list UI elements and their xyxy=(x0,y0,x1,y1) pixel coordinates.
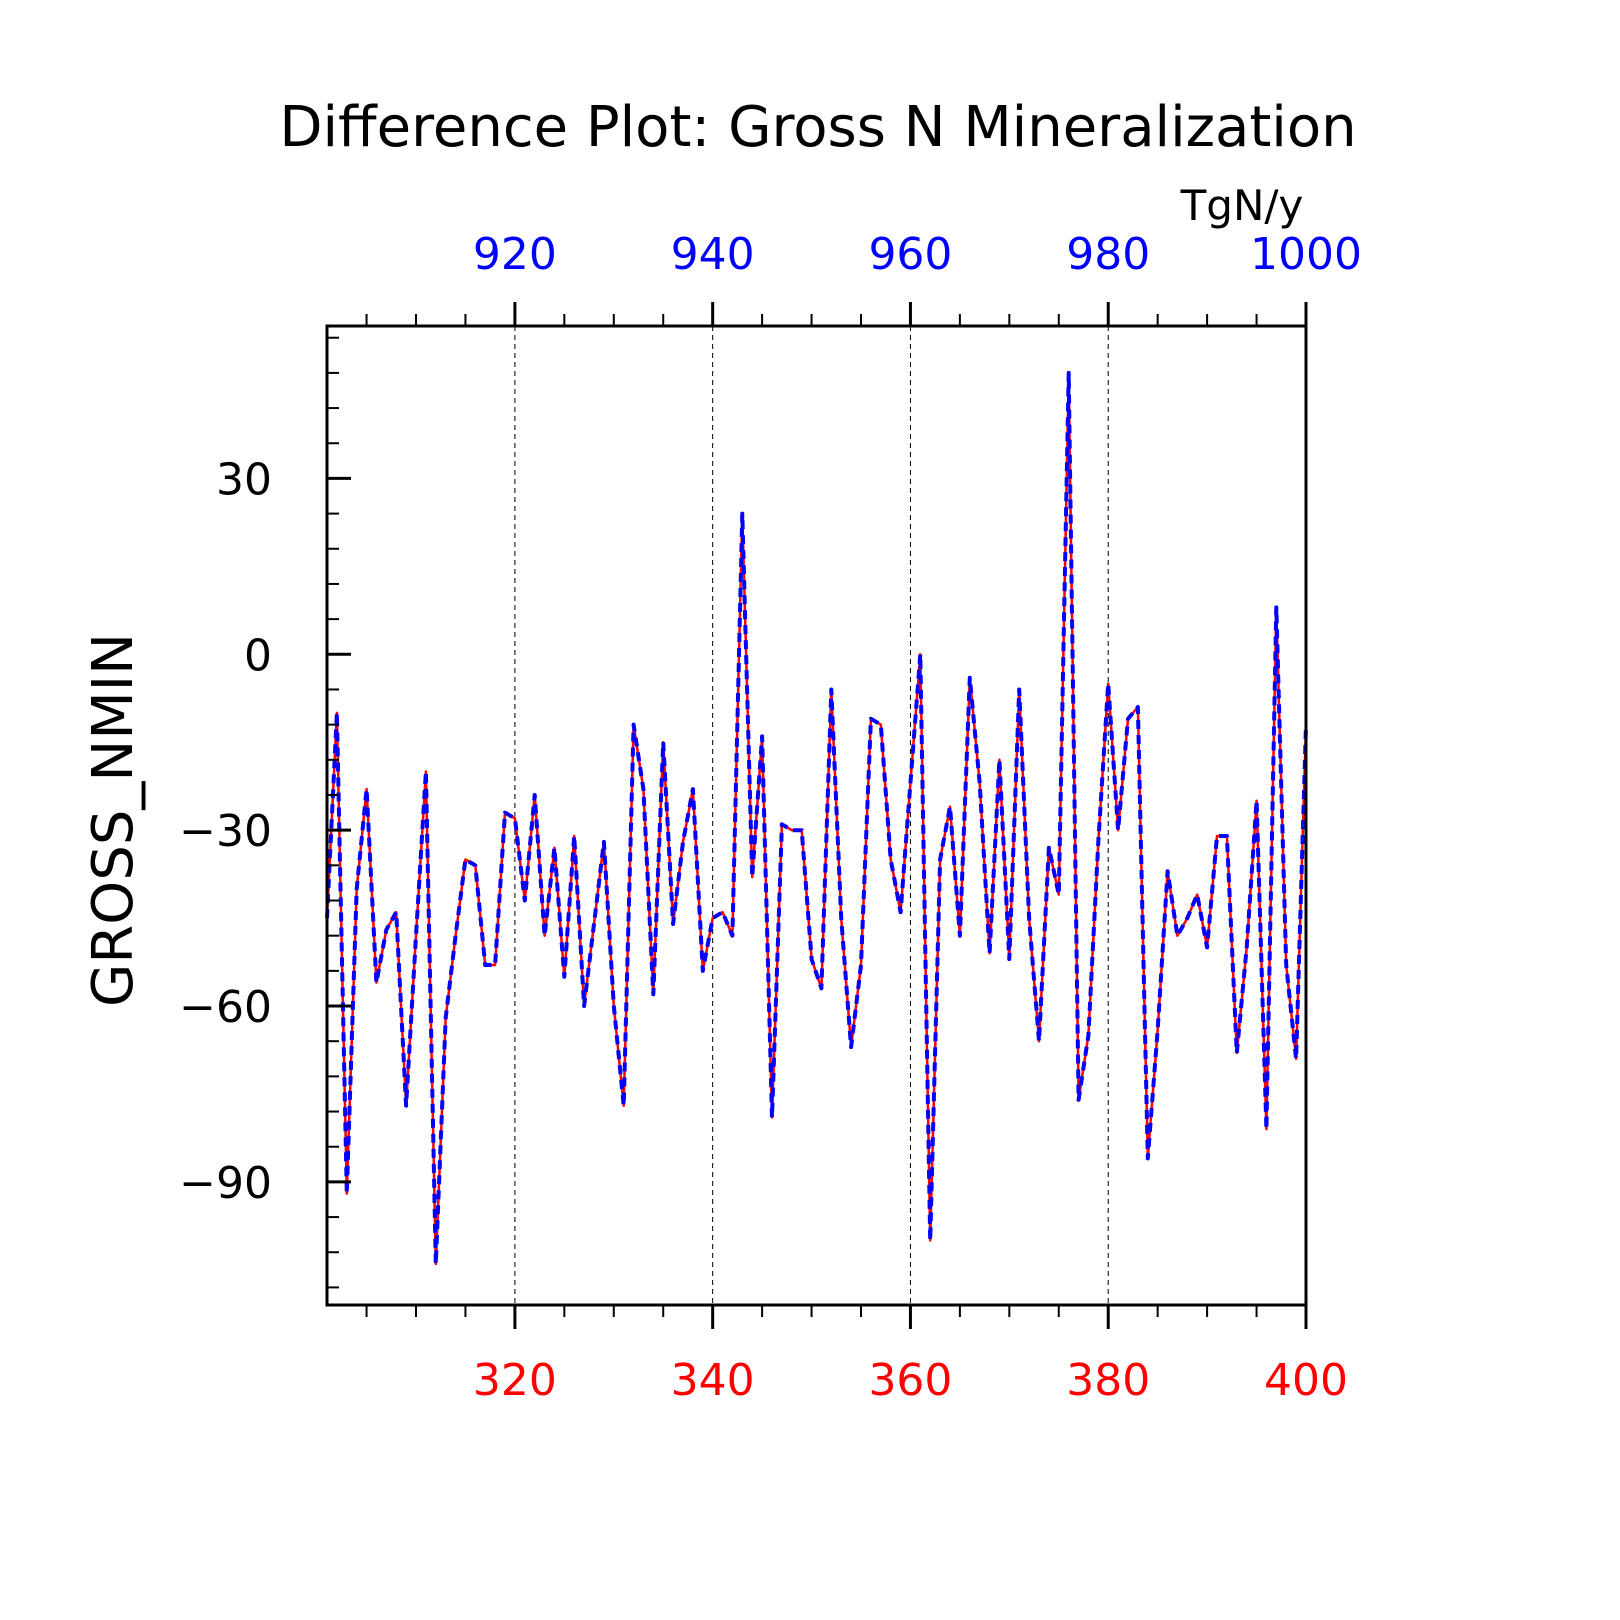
top-tick-label: 1000 xyxy=(1250,229,1362,280)
top-tick-label: 940 xyxy=(671,229,755,280)
plot-frame xyxy=(325,324,1308,1307)
series-line-blue xyxy=(325,370,1308,1266)
bottom-tick-label: 340 xyxy=(671,1355,755,1406)
units-label: TgN/y xyxy=(1180,181,1304,230)
y-axis-label: GROSS_NMIN xyxy=(81,633,146,1007)
y-tick-label: −30 xyxy=(179,806,272,857)
bottom-tick-label: 400 xyxy=(1264,1355,1348,1406)
bottom-tick-label: 380 xyxy=(1066,1355,1150,1406)
top-tick-label: 980 xyxy=(1066,229,1150,280)
series-line-red xyxy=(325,371,1308,1266)
tick-labels: 320 340 360 380 400 920 940 960 980 1000 −90 −60 −30… xyxy=(179,229,1362,1406)
tick-marks xyxy=(327,302,1308,1329)
y-tick-label: −60 xyxy=(179,982,272,1033)
bottom-tick-label: 360 xyxy=(868,1355,952,1406)
y-tick-label: −90 xyxy=(179,1158,272,1209)
chart-title: Difference Plot: Gross N Mineralization xyxy=(279,95,1356,160)
top-tick-label: 920 xyxy=(473,229,557,280)
axes xyxy=(325,324,1308,1307)
grid-lines xyxy=(514,326,1109,1305)
y-tick-label: 30 xyxy=(216,454,272,505)
series-lines xyxy=(325,370,1308,1266)
bottom-tick-label: 320 xyxy=(473,1355,557,1406)
top-tick-label: 960 xyxy=(868,229,952,280)
y-tick-label: 0 xyxy=(244,630,272,681)
